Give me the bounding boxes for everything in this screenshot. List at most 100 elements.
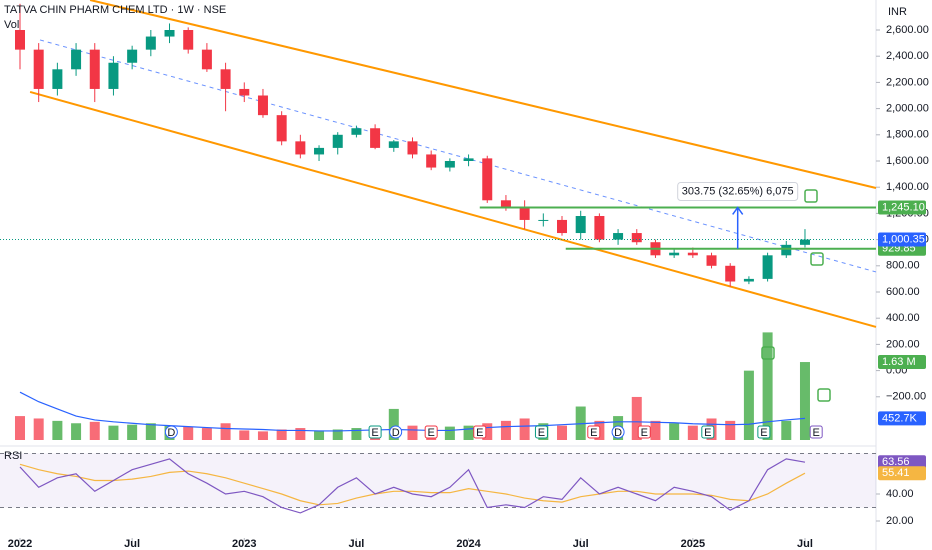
candle-body (276, 115, 287, 142)
x-tick-label: Jul (797, 538, 813, 550)
volume-bar (669, 423, 680, 440)
event-label: E (704, 427, 711, 439)
icon (804, 189, 818, 203)
volume-bar (407, 425, 418, 440)
event-marker (534, 425, 548, 439)
candle-body (220, 69, 231, 89)
event-label: D (167, 427, 175, 439)
candle-body (669, 252, 680, 256)
volume-bar (500, 420, 511, 440)
y-tick-label: 1,600.00 (886, 155, 929, 167)
candle-body (183, 29, 194, 50)
rsi-ma-last-label: 55.41 (882, 467, 910, 479)
volume-bar (239, 430, 250, 440)
channel-line (89, 0, 877, 189)
candle-body (463, 158, 474, 161)
volume-bar (183, 426, 194, 440)
candle-body (145, 36, 156, 50)
volume-bar (557, 425, 568, 440)
volume-bar (71, 423, 82, 440)
candle-body (631, 233, 642, 243)
volume-bar (201, 428, 212, 440)
candle-body (687, 252, 698, 256)
candle-body (426, 154, 437, 168)
rsi-band-fill (0, 453, 876, 508)
volume-bar (295, 428, 306, 440)
candle-body (799, 239, 810, 245)
volume-bar (127, 424, 138, 440)
candle-body (706, 255, 717, 266)
candle-body (482, 158, 493, 201)
rsi-last-label: 63.56 (882, 456, 910, 468)
volume-bar (220, 423, 231, 440)
icon (817, 388, 831, 402)
rsi-label: RSI (4, 450, 22, 462)
rsi-ma-line (19, 463, 806, 506)
y-tick-label: 600.00 (886, 286, 920, 298)
volume-bar (52, 420, 63, 440)
candle-body (594, 216, 605, 240)
channel-line (29, 90, 877, 328)
volume-bar (482, 423, 493, 440)
event-label: E (760, 427, 767, 439)
event-label: D (614, 427, 622, 439)
y-tick-label: 2,600.00 (886, 24, 929, 36)
volume-bar (351, 428, 362, 440)
chart-title: TATVA CHIN PHARM CHEM LTD · 1W · NSE (4, 4, 226, 16)
icon (810, 252, 824, 266)
rsi-tick-label: 40.00 (886, 488, 914, 500)
volume-bar (276, 429, 287, 440)
event-label: E (641, 427, 648, 439)
candle-body (370, 128, 381, 148)
event-marker (389, 425, 403, 439)
candle-body (388, 141, 399, 148)
volume-bar (33, 418, 44, 440)
event-label: E (590, 427, 597, 439)
volume-bar (687, 425, 698, 440)
y-tick-label: 400.00 (886, 312, 920, 324)
measure-label: 303.75 (32.65%) 6,075 (682, 185, 794, 197)
candle-body (201, 49, 212, 70)
rsi-tick-label: 20.00 (886, 515, 914, 527)
volume-label: Vol (4, 19, 19, 31)
measure-box (677, 181, 799, 201)
candle-body (52, 69, 63, 89)
volume-bar (314, 430, 325, 440)
volume-bar (89, 421, 100, 440)
icon (761, 346, 775, 360)
last-price-label-box (878, 232, 926, 247)
event-label: D (392, 427, 400, 439)
mid-line (39, 39, 877, 273)
volume-bar (463, 425, 474, 440)
volume-bar (145, 423, 156, 440)
x-tick-label: Jul (348, 538, 364, 550)
event-marker (424, 425, 438, 439)
candle-body (407, 141, 418, 155)
volume-ma-last-label: 452.7K (882, 412, 918, 424)
rsi-line (19, 458, 806, 514)
volume-bar (743, 370, 754, 440)
candle-body (314, 147, 325, 155)
rsi-ma-last-label-box (878, 466, 926, 481)
x-tick-label: 2022 (8, 538, 32, 550)
volume-last-label: 1.63 M (882, 356, 916, 368)
candle-body (781, 244, 792, 256)
event-marker (164, 425, 178, 439)
candle-body (239, 88, 250, 96)
volume-bar (799, 362, 810, 440)
volume-bar (650, 420, 661, 440)
candle-body (762, 255, 773, 279)
candle-body (557, 219, 568, 234)
event-marker (368, 425, 382, 439)
volume-bar (781, 420, 792, 440)
y-tick-label: 1,400.00 (886, 181, 929, 193)
volume-ma-last-label-box (878, 411, 926, 426)
candle-body (444, 160, 455, 168)
event-label: E (371, 427, 378, 439)
y-tick-label: 2,000.00 (886, 103, 929, 115)
candle-body (613, 233, 624, 240)
candle-body (71, 49, 82, 70)
candle-body (725, 265, 736, 282)
